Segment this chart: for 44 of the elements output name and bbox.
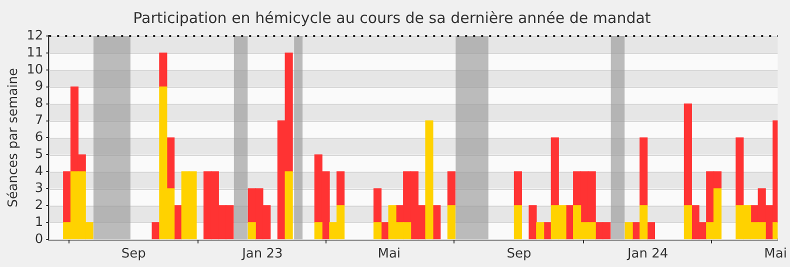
bar [159,52,168,88]
bar [640,137,648,206]
bar [447,171,456,206]
bar [684,103,692,206]
x-tick-label: Mai [378,246,401,262]
y-tick-label: 8 [34,96,44,112]
bar [314,222,322,240]
bar [640,205,648,240]
y-tick-label: 9 [34,79,44,94]
y-tick-label: 12 [26,28,44,44]
y-tick-label: 7 [34,113,44,128]
y-axis-title: Séances par semaine [6,68,22,208]
y-tick-label: 5 [34,147,44,162]
bar [447,205,456,240]
y-tick-label: 10 [26,62,44,78]
bar [550,137,559,206]
y-tick-label: 6 [34,130,44,146]
bar [528,205,537,240]
y-tick-label: 4 [34,164,44,179]
x-tick-label: Sep [121,246,146,262]
bar [248,222,256,240]
y-tick-label: 3 [34,180,44,196]
x-tick-label: Sep [506,246,532,262]
y-tick-label: 11 [26,45,44,60]
bar [736,137,744,206]
bar [514,205,522,240]
chart-title: Participation en hémicycle au cours de sa dernière année de mandat [133,8,651,27]
y-tick-label: 2 [34,198,44,213]
x-tick-label: Mai [764,246,787,262]
x-tick-label: Jan 23 [241,246,283,262]
bar [425,120,434,240]
y-tick-label: 0 [34,232,44,247]
y-tick-label: 1 [34,214,44,230]
bar [373,188,382,223]
x-tick-label: Jan 24 [626,246,668,262]
bar [646,222,656,240]
bar [624,222,633,240]
bar [684,205,692,240]
bar [514,171,522,206]
bar [63,171,72,223]
bar [536,222,544,240]
bar [166,137,175,189]
bar [336,171,345,206]
bar [373,222,382,240]
